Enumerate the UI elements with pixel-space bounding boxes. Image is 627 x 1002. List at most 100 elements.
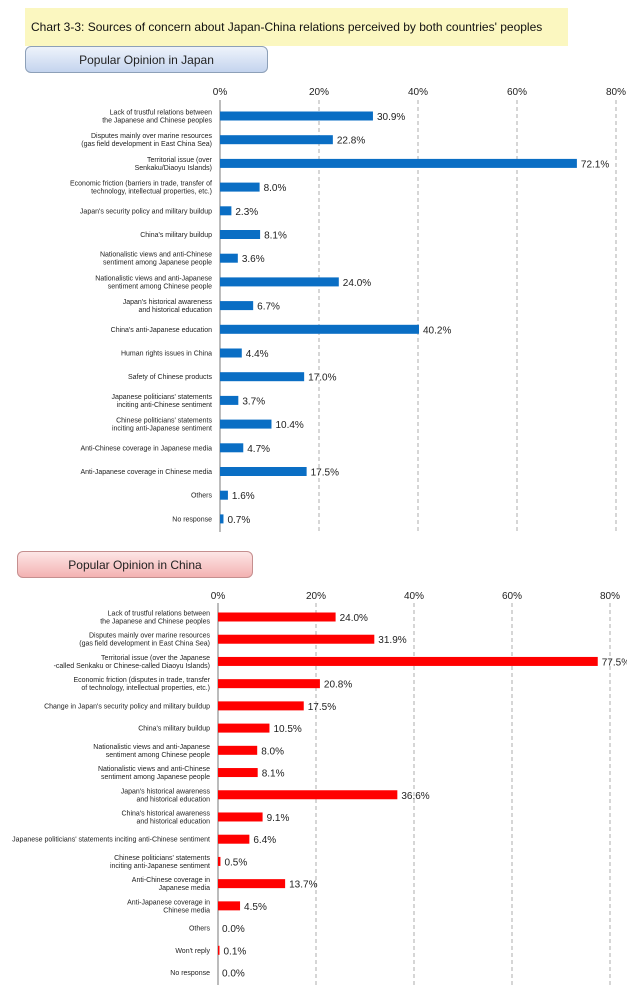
- japan-bar: [220, 419, 272, 429]
- china-category-label: Nationalistic views and anti-Chinese: [98, 766, 210, 773]
- japan-bar: [220, 277, 339, 287]
- japan-category-label: sentiment among Chinese people: [108, 283, 212, 290]
- japan-bar: [220, 348, 242, 358]
- japan-value-label: 72.1%: [581, 159, 609, 170]
- japan-bar: [220, 158, 577, 168]
- china-category-label: sentiment among Chinese people: [106, 752, 210, 759]
- china-bar: [218, 856, 221, 866]
- japan-value-label: 3.6%: [242, 254, 265, 265]
- japan-bar: [220, 467, 307, 476]
- japan-category-label: Nationalistic views and anti-Japanese: [95, 275, 212, 282]
- china-value-label: 24.0%: [340, 613, 368, 624]
- china-value-label: 13.7%: [289, 880, 317, 891]
- japan-tick-label: 60%: [507, 87, 527, 98]
- china-category-label: and historical education: [136, 818, 210, 825]
- japan-category-label: Lack of trustful relations between: [110, 110, 212, 117]
- japan-value-label: 24.0%: [343, 278, 371, 289]
- china-category-label: China's historical awareness: [122, 810, 211, 817]
- china-category-label: of technology, intellectual properties, …: [81, 685, 210, 692]
- china-category-label: Anti-Japanese coverage in: [127, 899, 210, 906]
- china-bar: [218, 701, 304, 711]
- china-value-label: 0.1%: [224, 946, 247, 957]
- japan-category-label: Others: [191, 493, 213, 500]
- japan-category-label: China's military buildup: [140, 232, 212, 239]
- china-category-label: Won't reply: [175, 948, 210, 955]
- china-category-label: Anti-Chinese coverage in: [132, 877, 210, 884]
- china-value-label: 31.9%: [378, 635, 406, 646]
- chart-title: Chart 3-3: Sources of concern about Japa…: [25, 8, 568, 46]
- china-category-label: Economic friction (disputes in trade, tr…: [73, 677, 210, 684]
- japan-value-label: 1.6%: [232, 491, 255, 502]
- japan-bar: [220, 206, 232, 216]
- japan-bar: [220, 372, 305, 382]
- china-category-label: and historical education: [136, 796, 210, 803]
- japan-value-label: 10.4%: [275, 420, 303, 431]
- japan-tick-label: 40%: [408, 87, 428, 98]
- japan-category-label: Territorial issue (over: [147, 157, 213, 164]
- china-category-label: No response: [170, 970, 210, 977]
- china-bar: [218, 879, 286, 889]
- japan-value-label: 8.0%: [264, 183, 287, 194]
- china-bar: [218, 634, 375, 644]
- china-value-label: 8.1%: [262, 769, 285, 780]
- china-bar: [218, 901, 241, 911]
- china-bar: [218, 812, 263, 822]
- china-category-label: the Japanese and Chinese peoples: [100, 619, 210, 626]
- japan-category-label: inciting anti-Chinese sentiment: [117, 402, 212, 409]
- china-value-label: 36.6%: [401, 791, 429, 802]
- china-bar: [218, 723, 270, 733]
- china-value-label: 8.0%: [261, 746, 284, 757]
- china-bar: [218, 834, 250, 844]
- china-tick-label: 20%: [306, 591, 326, 602]
- china-bar: [218, 945, 220, 955]
- japan-category-label: Safety of Chinese products: [128, 374, 213, 381]
- japan-category-label: Nationalistic views and anti-Chinese: [100, 252, 212, 259]
- china-value-label: 0.0%: [222, 924, 245, 935]
- japan-bar: [220, 324, 419, 334]
- japan-category-label: technology, intellectual properties, etc…: [91, 189, 212, 196]
- japan-tick-label: 80%: [606, 87, 626, 98]
- china-bar: [218, 656, 598, 666]
- china-bar: [218, 745, 258, 755]
- china-value-label: 0.5%: [224, 857, 247, 868]
- china-tick-label: 80%: [600, 591, 620, 602]
- china-value-label: 4.5%: [244, 902, 267, 913]
- japan-value-label: 22.8%: [337, 136, 365, 147]
- china-category-label: Disputes mainly over marine resources: [89, 633, 210, 640]
- china-category-label: (gas field development in East China Sea…: [79, 641, 210, 648]
- japan-value-label: 30.9%: [377, 112, 405, 123]
- japan-category-label: sentiment among Japanese people: [103, 260, 212, 267]
- japan-category-label: Japan's security policy and military bui…: [80, 208, 212, 215]
- china-bar: [218, 768, 258, 778]
- japan-category-label: Human rights issues in China: [121, 351, 212, 358]
- china-bar: [218, 790, 398, 800]
- japan-value-label: 0.7%: [227, 515, 250, 526]
- japan-category-label: No response: [172, 516, 212, 523]
- china-tick-label: 40%: [404, 591, 424, 602]
- section-label-china: Popular Opinion in China: [17, 551, 253, 578]
- japan-category-label: Anti-Chinese coverage in Japanese media: [80, 445, 212, 452]
- japan-value-label: 6.7%: [257, 302, 280, 313]
- japan-value-label: 3.7%: [242, 396, 265, 407]
- japan-bar: [220, 395, 239, 405]
- japan-tick-label: 0%: [213, 87, 228, 98]
- china-category-label: Nationalistic views and anti-Japanese: [93, 744, 210, 751]
- japan-value-label: 4.7%: [247, 444, 270, 455]
- china-bar: [218, 612, 336, 622]
- japan-category-label: Disputes mainly over marine resources: [91, 133, 212, 140]
- japan-bar: [220, 135, 333, 145]
- china-category-label: Lack of trustful relations between: [108, 611, 210, 618]
- china-category-label: sentiment among Japanese people: [101, 774, 210, 781]
- china-value-label: 77.5%: [602, 657, 627, 668]
- china-category-label: Japanese politicians' statements incitin…: [12, 837, 210, 844]
- japan-category-label: (gas field development in East China Sea…: [81, 141, 212, 148]
- china-value-label: 17.5%: [308, 702, 336, 713]
- japan-category-label: China's anti-Japanese education: [111, 327, 212, 334]
- china-category-label: Others: [189, 926, 211, 933]
- japan-bar: [220, 111, 373, 121]
- japan-category-label: Senkaku/Diaoyu Islands): [135, 165, 212, 172]
- japan-category-label: inciting anti-Japanese sentiment: [112, 426, 212, 433]
- japan-bar: [220, 301, 254, 311]
- japan-value-label: 2.3%: [235, 207, 258, 218]
